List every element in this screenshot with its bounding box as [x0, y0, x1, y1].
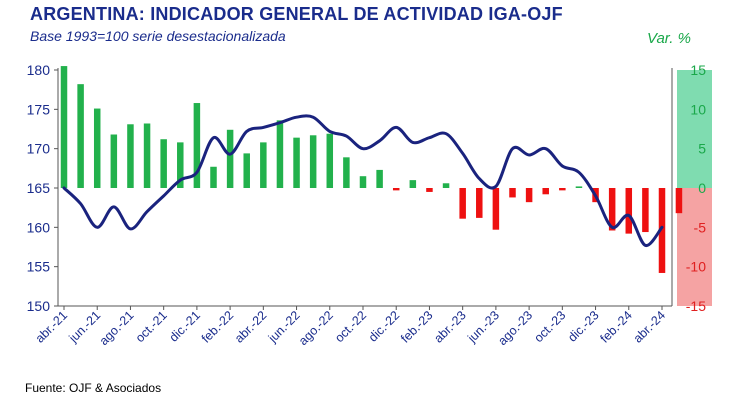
variation-bar [459, 188, 466, 219]
variation-bar [110, 134, 118, 188]
right-axis-color-bands [677, 70, 712, 306]
index-line-path [62, 114, 664, 247]
left-axis-ticks: 150 155 160 165 170 175 180 [27, 62, 58, 314]
chart-title: ARGENTINA: INDICADOR GENERAL DE ACTIVIDA… [30, 4, 563, 24]
variation-bars [60, 66, 683, 273]
variation-bar [260, 142, 267, 188]
variation-bar [542, 188, 549, 195]
x-tick-label: feb.-22 [199, 308, 236, 345]
index-line [62, 114, 664, 247]
right-tick-label: 0 [698, 180, 706, 196]
right-tick-label: 5 [698, 141, 706, 157]
variation-bar [93, 108, 101, 188]
x-tick-label: ago.-23 [495, 308, 535, 348]
x-tick-label: dic.-22 [366, 308, 402, 344]
positive-band [677, 70, 712, 188]
right-tick-label: -10 [686, 259, 706, 275]
right-axis-ticks: -15 -10 -5 0 5 10 15 [686, 62, 706, 314]
x-tick-label: oct.-21 [133, 308, 170, 345]
variation-bar [442, 183, 450, 188]
right-tick-label: -5 [694, 219, 707, 235]
variation-bar [525, 188, 533, 203]
variation-bar [60, 66, 68, 188]
variation-bar [309, 135, 317, 188]
variation-bar [77, 84, 84, 188]
right-tick-label: -15 [686, 298, 706, 314]
left-tick-label: 180 [27, 62, 51, 78]
variation-bar [127, 124, 134, 188]
variation-bar [177, 142, 184, 188]
variation-bar [575, 186, 583, 188]
x-tick-label: dic.-21 [167, 308, 203, 344]
variation-bar [642, 188, 649, 233]
variation-bar [392, 188, 400, 191]
x-tick-label: oct.-23 [532, 308, 569, 345]
variation-bar [143, 123, 151, 188]
left-tick-label: 150 [27, 298, 51, 314]
x-tick-label: dic.-23 [565, 308, 601, 344]
right-tick-label: 15 [690, 62, 706, 78]
variation-bar [376, 169, 383, 188]
variation-bar [243, 153, 250, 188]
variation-bar [625, 188, 633, 234]
left-tick-label: 160 [27, 219, 51, 235]
variation-bar [343, 157, 350, 188]
variation-bar [509, 188, 516, 198]
variation-bar [226, 129, 234, 188]
x-tick-label: ago.-22 [296, 308, 336, 348]
left-tick-label: 165 [27, 180, 51, 196]
x-tick-label: ago.-21 [97, 308, 137, 348]
chart-subtitle: Base 1993=100 serie desestacionalizada [30, 28, 286, 44]
x-tick-label: abr.-22 [232, 308, 269, 345]
variation-bar [359, 176, 367, 188]
left-tick-label: 170 [27, 141, 51, 157]
variation-bar [276, 120, 284, 188]
variation-bar [476, 188, 483, 218]
variation-bar [559, 188, 566, 191]
variation-bar [608, 188, 616, 231]
right-tick-label: 10 [690, 101, 706, 117]
variation-bar [409, 180, 417, 188]
variation-bar [293, 137, 300, 188]
variation-bar [492, 188, 500, 230]
x-axis-ticks: abr.-21jun.-21ago.-21oct.-21dic.-21feb.-… [33, 306, 668, 348]
variation-bar [210, 166, 217, 188]
right-axis-unit-label: Var. % [647, 30, 691, 47]
negative-band [677, 188, 712, 306]
left-tick-label: 175 [27, 101, 51, 117]
variation-bar [160, 139, 167, 188]
left-tick-label: 155 [27, 259, 51, 275]
variation-bar [426, 188, 433, 192]
x-tick-label: abr.-24 [631, 308, 668, 345]
variation-bar [675, 188, 683, 214]
x-tick-label: abr.-23 [431, 308, 468, 345]
variation-bar [326, 133, 334, 188]
x-tick-label: feb.-24 [597, 308, 634, 345]
x-tick-label: feb.-23 [398, 308, 435, 345]
variation-bar [658, 188, 666, 273]
x-tick-label: oct.-22 [332, 308, 369, 345]
source-note: Fuente: OJF & Asociados [25, 381, 162, 395]
variation-bar [193, 103, 201, 188]
